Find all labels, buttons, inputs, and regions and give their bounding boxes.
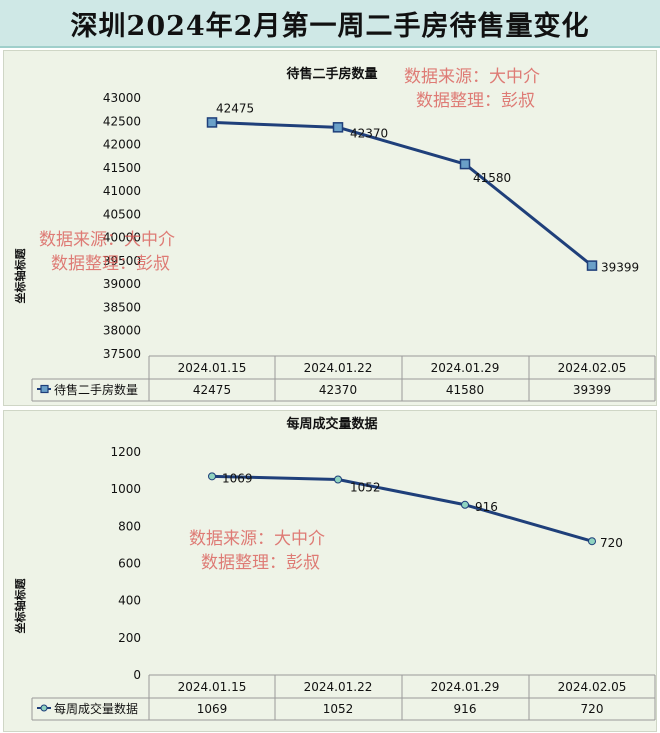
data-label: 41580 xyxy=(473,171,511,185)
y-tick-label: 41500 xyxy=(103,161,141,175)
legend-marker-key xyxy=(40,704,48,712)
data-point xyxy=(206,117,218,128)
table-cell: 1069 xyxy=(197,702,228,716)
y-tick-label: 41000 xyxy=(103,184,141,198)
y-tick-label: 42000 xyxy=(103,138,141,152)
data-point xyxy=(461,500,469,509)
data-label: 42370 xyxy=(350,126,388,140)
data-point xyxy=(208,472,216,481)
data-table: 2024.01.15 2024.01.22 2024.01.29 2024.02.05… xyxy=(31,674,656,721)
chart-panel-transactions: 每周成交量数据 坐标轴标题 1200 1000 800 600 400 200 0 2024.01… xyxy=(3,410,657,732)
data-table: 2024.01.15 2024.01.22 2024.01.29 2024.02.05… xyxy=(31,355,656,402)
data-point xyxy=(588,537,596,546)
table-cell: 916 xyxy=(454,702,477,716)
y-tick-label: 1000 xyxy=(110,482,141,496)
y-tick-label: 0 xyxy=(133,668,141,682)
x-tick-label: 2024.01.15 xyxy=(178,680,247,694)
chart-transactions: 每周成交量数据坐标轴标题1200100080060040020002024.01… xyxy=(13,416,656,721)
y-tick-label: 200 xyxy=(118,631,141,645)
chart-panel-listings: 待售二手房数量 坐标轴标题 43000 42500 42000 41500 41000 405… xyxy=(3,50,657,406)
y-tick-label: 40500 xyxy=(103,207,141,221)
y-tick-label: 38500 xyxy=(103,300,141,314)
y-tick-label: 400 xyxy=(118,594,141,608)
y-tick-label: 1200 xyxy=(110,445,141,459)
series-line xyxy=(211,120,593,267)
data-point xyxy=(586,260,598,271)
watermark-text: 数据来源：大中介 xyxy=(404,67,540,87)
legend-label: 待售二手房数量 xyxy=(54,382,138,397)
y-axis-title: 坐标轴标题 xyxy=(13,248,27,304)
series-line xyxy=(211,474,593,543)
page-title: 深圳2024年2月第一周二手房待售量变化 xyxy=(70,10,590,42)
watermark-text: 数据来源：大中介 xyxy=(39,230,175,250)
title-banner: 深圳2024年2月第一周二手房待售量变化 xyxy=(0,0,660,48)
chart-listings: 待售二手房数量坐标轴标题4300042500420004150041000405… xyxy=(13,66,656,402)
table-cell: 39399 xyxy=(573,383,611,397)
data-label: 1069 xyxy=(222,471,253,485)
chart-title: 待售二手房数量 xyxy=(285,66,377,82)
x-tick-label: 2024.01.22 xyxy=(304,361,373,375)
data-label: 1052 xyxy=(350,481,381,495)
x-tick-label: 2024.02.05 xyxy=(558,680,627,694)
watermark-text: 数据整理：彭叔 xyxy=(201,553,320,573)
x-tick-label: 2024.01.22 xyxy=(304,680,373,694)
y-tick-label: 38000 xyxy=(103,324,141,338)
y-tick-label: 43000 xyxy=(103,91,141,105)
y-tick-label: 37500 xyxy=(103,347,141,361)
data-label: 720 xyxy=(600,536,623,550)
table-cell: 1052 xyxy=(323,702,354,716)
data-point xyxy=(334,475,342,484)
watermark-text: 数据整理：彭叔 xyxy=(51,254,170,274)
y-tick-label: 800 xyxy=(118,519,141,533)
legend-marker-key xyxy=(40,384,49,394)
data-label: 42475 xyxy=(216,101,254,115)
x-tick-label: 2024.01.29 xyxy=(431,361,500,375)
table-cell: 42475 xyxy=(193,383,231,397)
y-tick-label: 40000 xyxy=(103,231,141,245)
watermark-text: 数据来源：大中介 xyxy=(189,529,325,549)
x-tick-label: 2024.01.29 xyxy=(431,680,500,694)
x-tick-label: 2024.02.05 xyxy=(558,361,627,375)
y-axis-title: 坐标轴标题 xyxy=(13,578,27,634)
table-cell: 42370 xyxy=(319,383,357,397)
y-tick-label: 39000 xyxy=(103,277,141,291)
table-cell: 720 xyxy=(581,702,604,716)
watermark-text: 数据整理：彭叔 xyxy=(416,91,535,111)
y-tick-label: 600 xyxy=(118,557,141,571)
table-cell: 41580 xyxy=(446,383,484,397)
data-point xyxy=(332,122,344,133)
data-label: 916 xyxy=(475,500,498,514)
chart-title: 每周成交量数据 xyxy=(286,416,377,432)
y-tick-label: 39500 xyxy=(103,254,141,268)
data-point xyxy=(459,158,471,170)
y-tick-label: 42500 xyxy=(103,114,141,128)
legend-label: 每周成交量数据 xyxy=(54,701,138,716)
x-tick-label: 2024.01.15 xyxy=(178,361,247,375)
data-label: 39399 xyxy=(601,261,639,275)
